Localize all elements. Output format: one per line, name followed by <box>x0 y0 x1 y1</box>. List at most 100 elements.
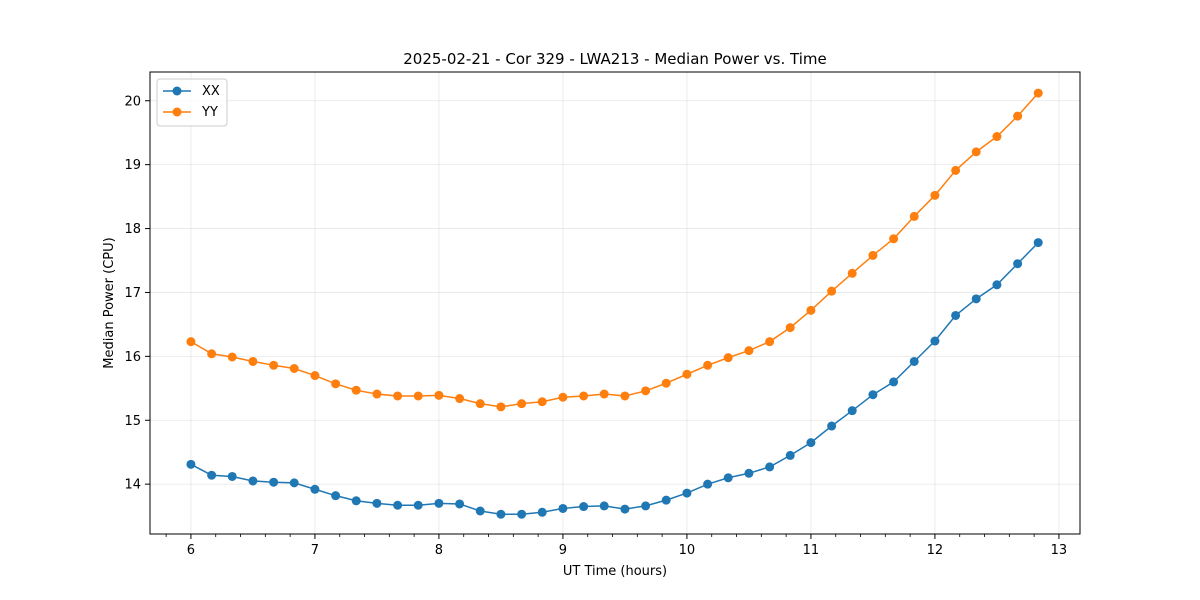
data-point-yy <box>331 379 341 389</box>
data-point-yy <box>455 394 465 404</box>
data-point-xx <box>372 498 382 508</box>
data-point-yy <box>703 360 713 370</box>
data-point-xx <box>269 477 279 487</box>
data-point-xx <box>1033 238 1043 248</box>
data-point-yy <box>909 211 919 221</box>
data-point-yy <box>579 391 589 401</box>
data-point-xx <box>992 280 1002 290</box>
data-point-yy <box>599 389 609 399</box>
data-point-xx <box>723 473 733 483</box>
data-point-xx <box>847 406 857 416</box>
grid <box>150 72 1080 534</box>
data-point-xx <box>703 479 713 489</box>
series <box>186 88 1043 519</box>
data-point-xx <box>289 478 299 488</box>
x-tick-label: 6 <box>187 543 195 558</box>
data-point-yy <box>558 392 568 402</box>
data-point-yy <box>207 349 217 359</box>
data-point-yy <box>310 371 320 381</box>
data-point-yy <box>351 385 361 395</box>
data-point-xx <box>889 377 899 387</box>
y-tick-label: 20 <box>124 94 141 109</box>
legend-label-yy: YY <box>201 105 218 120</box>
data-point-yy <box>289 363 299 373</box>
data-point-xx <box>579 502 589 512</box>
data-point-xx <box>930 336 940 346</box>
data-point-yy <box>1033 88 1043 98</box>
data-point-xx <box>475 506 485 516</box>
data-point-xx <box>496 509 506 519</box>
data-point-xx <box>951 310 961 320</box>
data-point-xx <box>971 294 981 304</box>
data-point-xx <box>248 476 258 486</box>
x-axis-label: UT Time (hours) <box>563 564 667 579</box>
data-point-yy <box>889 234 899 244</box>
data-point-yy <box>475 399 485 409</box>
data-point-yy <box>620 391 630 401</box>
x-tick-label: 8 <box>435 543 443 558</box>
data-point-xx <box>661 495 671 505</box>
y-axis-label: Median Power (CPU) <box>102 237 117 368</box>
data-point-yy <box>806 305 816 315</box>
data-point-xx <box>620 504 630 514</box>
data-point-xx <box>227 471 237 481</box>
data-point-yy <box>744 346 754 356</box>
legend-label-xx: XX <box>202 84 220 99</box>
y-tick-label: 18 <box>124 222 141 237</box>
y-tick-label: 17 <box>124 286 141 301</box>
x-tick-label: 9 <box>559 543 567 558</box>
data-point-xx <box>827 421 837 431</box>
x-tick-label: 10 <box>679 543 696 558</box>
data-point-xx <box>909 356 919 366</box>
data-point-xx <box>765 462 775 472</box>
data-point-xx <box>434 498 444 508</box>
data-point-xx <box>785 450 795 460</box>
y-tick-label: 19 <box>124 158 141 173</box>
data-point-yy <box>248 356 258 366</box>
data-point-yy <box>785 323 795 333</box>
data-point-yy <box>827 286 837 296</box>
data-point-yy <box>682 369 692 379</box>
data-point-yy <box>641 386 651 396</box>
legend-marker-yy <box>172 107 182 117</box>
data-point-yy <box>434 390 444 400</box>
legend-marker-xx <box>172 86 182 96</box>
data-point-yy <box>951 165 961 175</box>
data-point-yy <box>661 378 671 388</box>
data-point-xx <box>207 470 217 480</box>
x-tick-label: 12 <box>927 543 944 558</box>
data-point-yy <box>847 268 857 278</box>
data-point-xx <box>682 488 692 498</box>
data-point-yy <box>413 391 423 401</box>
data-point-xx <box>186 459 196 469</box>
data-point-yy <box>393 391 403 401</box>
data-point-xx <box>868 390 878 400</box>
x-tick-label: 11 <box>803 543 820 558</box>
data-point-yy <box>186 337 196 347</box>
data-point-xx <box>558 503 568 513</box>
data-point-yy <box>1013 111 1023 121</box>
data-point-xx <box>744 468 754 478</box>
data-point-yy <box>372 389 382 399</box>
chart-title: 2025-02-21 - Cor 329 - LWA213 - Median P… <box>403 50 827 68</box>
axis-ticks: 6 7 8 9 10 11 12 13 14 15 16 17 18 19 20 <box>124 94 1067 558</box>
data-point-yy <box>930 190 940 200</box>
data-point-xx <box>537 507 547 517</box>
data-point-xx <box>331 491 341 501</box>
data-point-xx <box>351 496 361 506</box>
data-point-yy <box>868 250 878 260</box>
x-tick-label: 7 <box>311 543 319 558</box>
data-point-xx <box>455 499 465 509</box>
data-point-yy <box>765 337 775 347</box>
y-tick-label: 14 <box>124 478 141 493</box>
data-point-yy <box>517 399 527 409</box>
data-point-yy <box>496 402 506 412</box>
data-point-xx <box>517 509 527 519</box>
data-point-xx <box>806 438 816 448</box>
data-point-yy <box>992 132 1002 142</box>
data-point-xx <box>413 500 423 510</box>
y-tick-label: 16 <box>124 350 141 365</box>
x-tick-label: 13 <box>1051 543 1068 558</box>
data-point-xx <box>393 500 403 510</box>
